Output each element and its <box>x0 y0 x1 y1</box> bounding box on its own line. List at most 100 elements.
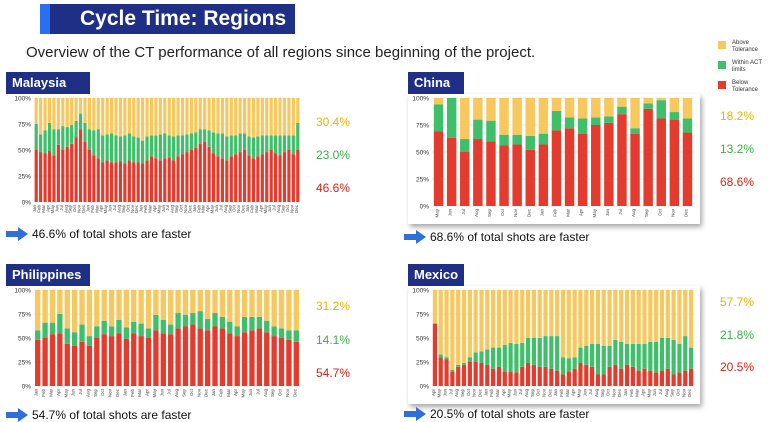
x-tick-label: Sep <box>487 209 492 218</box>
bar-segment-within <box>57 314 63 334</box>
x-tick-label: Dec <box>526 208 531 217</box>
bar-segment-below <box>479 362 484 386</box>
bar-segment-above <box>551 98 562 111</box>
bar-segment-within <box>636 343 641 371</box>
bar-segment-below <box>613 364 618 386</box>
bar-segment-within <box>438 354 443 358</box>
bar-segment-below <box>145 160 149 202</box>
pct-below-china: 68.6% <box>720 175 755 189</box>
bar-segment-above <box>601 290 606 346</box>
x-tick-label: Apr <box>99 205 104 213</box>
bar-segment-within <box>92 130 96 156</box>
x-tick-label: Sep <box>644 209 649 218</box>
x-tick-label: Jun <box>652 389 657 397</box>
bar-segment-within <box>578 347 583 363</box>
x-tick-label: Jun <box>605 209 610 217</box>
bar-segment-above <box>278 290 285 329</box>
bar-segment-below <box>456 366 461 386</box>
bar-segment-above <box>145 98 149 137</box>
chart-china: 0% 25% 50% 75% 100% May Jun Jul Aug Sep Oct Nov Dec J… <box>408 94 700 224</box>
pct-within-malaysia: 23.0% <box>316 148 351 162</box>
bar-segment-above <box>219 290 226 317</box>
bar-segment-below <box>648 370 653 386</box>
bar-segment-below <box>57 333 63 386</box>
x-tick-label: Dec <box>241 204 246 213</box>
bar-segment-within <box>630 128 640 134</box>
bar-segment-within <box>564 117 575 129</box>
bar-segment-below <box>683 370 688 386</box>
bar-segment-within <box>467 357 472 362</box>
x-tick-label: Jun <box>267 205 272 213</box>
bar-segment-within <box>256 136 260 157</box>
bar-segment-above <box>654 290 659 342</box>
pct-above-philippines: 31.2% <box>316 299 351 313</box>
y-tick-label: 50% <box>18 336 31 343</box>
bar-segment-above <box>158 98 162 135</box>
bar-segment-above <box>198 98 202 130</box>
bar-segment-within <box>190 313 196 325</box>
bar-segment-below <box>274 153 278 202</box>
bar-segment-below <box>659 370 665 386</box>
x-tick-label: Sep <box>93 389 98 398</box>
bar-segment-below <box>496 366 502 386</box>
x-tick-label: May <box>263 204 268 213</box>
x-tick-label: May <box>507 388 512 397</box>
bar-segment-below <box>212 326 218 386</box>
x-tick-label: Jan <box>483 389 488 397</box>
bar-segment-below <box>604 122 614 206</box>
x-tick-label: Dec <box>617 388 622 397</box>
x-tick-label: Dec <box>187 204 192 213</box>
page-subtitle: Overview of the CT performance of all re… <box>26 44 536 61</box>
bar-segment-above <box>613 290 618 340</box>
bar-segment-above <box>87 98 92 130</box>
bar-segment-above <box>296 98 300 123</box>
bar-segment-above <box>123 290 130 328</box>
y-tick-label: 0% <box>420 384 430 391</box>
bar-segment-within <box>227 321 233 334</box>
bar-segment-above <box>118 98 123 137</box>
x-tick-label: Jun <box>248 389 253 397</box>
bar-segment-below <box>467 362 472 386</box>
bar-segment-above <box>432 290 438 324</box>
bar-segment-within <box>131 321 137 334</box>
bar-segment-above <box>65 98 69 128</box>
bar-segment-below <box>537 366 542 386</box>
bar-segment-above <box>659 290 665 338</box>
bar-segment-below <box>433 131 444 206</box>
bar-segment-above <box>461 290 467 363</box>
pct-above-china: 18.2% <box>720 109 755 123</box>
bar-segment-above <box>172 98 176 137</box>
bar-segment-above <box>287 98 291 136</box>
bar-segment-within <box>114 135 118 163</box>
x-tick-label: May <box>241 388 246 397</box>
x-tick-label: Aug <box>594 389 599 398</box>
pct-above-malaysia: 30.4% <box>316 115 351 129</box>
bar-segment-within <box>108 326 115 337</box>
bar-segment-below <box>247 155 251 202</box>
bar-segment-below <box>514 372 519 386</box>
bar-segment-within <box>269 135 273 150</box>
bar-segment-below <box>109 162 114 202</box>
x-tick-label: Apr <box>431 389 436 397</box>
bar-segment-above <box>175 290 181 314</box>
bar-segment-within <box>43 130 47 154</box>
bar-segment-below <box>555 370 560 386</box>
y-tick-label: 75% <box>416 312 429 319</box>
x-tick-label: Mar <box>565 388 570 396</box>
x-tick-label: Jan <box>34 389 39 397</box>
bar-segment-below <box>260 154 264 202</box>
x-tick-label: Dec <box>294 204 299 213</box>
x-tick-label: May <box>152 388 157 397</box>
x-tick-label: Jun <box>54 205 59 213</box>
note-mexico: 20.5% of total shots are faster <box>430 407 590 421</box>
bar-segment-below <box>642 368 647 386</box>
bar-segment-below <box>630 133 640 206</box>
bar-segment-within <box>549 336 554 369</box>
bar-segment-above <box>264 290 270 321</box>
x-tick-label: Dec <box>683 208 688 217</box>
x-tick-label: Jun <box>443 389 448 397</box>
bar-segment-below <box>203 141 207 202</box>
bar-segment-below <box>636 370 641 386</box>
bar-segment-within <box>149 135 154 157</box>
bar-segment-below <box>105 160 109 202</box>
